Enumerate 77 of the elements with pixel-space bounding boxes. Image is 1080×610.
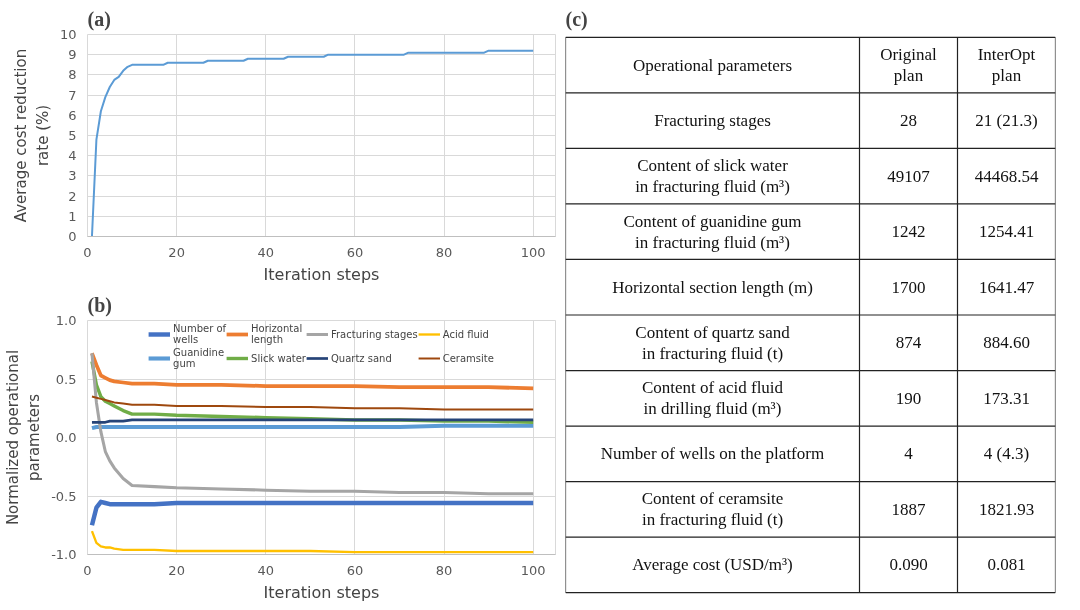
legend-label: Number of wells — [173, 322, 227, 346]
y-axis-title: Normalized operational parameters — [3, 349, 44, 526]
x-tick-label: 80 — [435, 562, 453, 578]
text: Original plan — [880, 45, 938, 86]
x-tick-label: 0 — [83, 562, 92, 578]
x-axis-title: Iteration steps — [263, 582, 380, 602]
y-tick-label: 10 — [59, 27, 77, 42]
text: 1242 — [891, 222, 926, 242]
x-axis-title: Iteration steps — [263, 264, 380, 284]
legend-label: Acid fluid — [442, 327, 489, 342]
legend-label: Guanidine gum — [173, 346, 225, 370]
text: Horizontal section length (m) — [612, 277, 813, 297]
line-series — [90, 395, 535, 411]
y-tick-label: 5 — [68, 128, 77, 143]
text: Content of acid fluid in drilling fluid (m³) — [641, 378, 784, 419]
y-axis-title: Average cost reduction rate (%) — [12, 48, 52, 223]
y-tick-label: -0.5 — [51, 488, 77, 504]
text: Content of slick water in fracturing fluid (m³) — [635, 156, 790, 197]
text: Content of guanidine gum in fracturing fluid (m³) — [623, 211, 802, 252]
chart-title: (a) — [87, 7, 111, 31]
text: 1641.47 — [978, 277, 1035, 297]
text: Content of quartz sand in fracturing fluid (t) — [635, 322, 791, 363]
text: Number of wells on the platform — [600, 444, 825, 464]
text: 4 — [904, 444, 914, 464]
legend-label: Slick water — [251, 351, 306, 366]
x-tick-label: 80 — [435, 244, 453, 260]
y-tick-label: 0 — [68, 229, 77, 244]
text: 874 — [895, 333, 922, 353]
text: Average cost (USD/m³) — [632, 555, 793, 575]
x-tick-label: 100 — [520, 562, 546, 578]
x-tick-label: 60 — [346, 562, 364, 578]
text: 884.60 — [983, 333, 1030, 353]
y-tick-label: 1 — [68, 208, 77, 224]
y-tick-label: 3 — [68, 168, 77, 184]
text: 49107 — [887, 166, 931, 186]
text: Operational parameters — [632, 55, 793, 75]
y-tick-label: 2 — [68, 188, 77, 204]
text: Content of ceramsite in fracturing fluid (t) — [641, 489, 784, 530]
y-tick-label: 9 — [68, 47, 77, 63]
y-tick-label: 1.0 — [55, 313, 77, 328]
y-tick-label: 6 — [68, 107, 77, 123]
y-tick-label: -1.0 — [51, 547, 77, 562]
x-tick-label: 20 — [168, 562, 185, 578]
x-tick-label: 40 — [257, 244, 275, 260]
text: 190 — [895, 388, 922, 408]
y-tick-label: 7 — [68, 87, 77, 103]
x-tick-label: 60 — [346, 244, 364, 260]
text: 4 (4.3) — [983, 444, 1030, 464]
line-series — [89, 499, 536, 528]
text: InterOpt plan — [977, 45, 1036, 86]
line-series — [90, 49, 535, 237]
legend-label: Horizontal length — [251, 322, 303, 346]
legend-label: Fracturing stages — [330, 327, 418, 342]
text: 1887 — [891, 499, 926, 519]
y-tick-label: 0.0 — [55, 430, 77, 445]
text: 21 (21.3) — [975, 111, 1038, 131]
line-series — [90, 529, 535, 554]
chart-title: (b) — [87, 293, 112, 317]
y-tick-label: 8 — [68, 67, 77, 83]
text: 173.31 — [983, 388, 1030, 408]
text: Fracturing stages — [654, 111, 771, 131]
text: 28 — [900, 111, 917, 131]
y-tick-label: 4 — [68, 148, 77, 164]
text: 1821.93 — [978, 499, 1035, 519]
legend-label: Ceramsite — [442, 351, 494, 366]
text: 1254.41 — [978, 222, 1035, 242]
x-tick-label: 0 — [83, 244, 92, 260]
y-tick-label: 0.5 — [55, 371, 77, 387]
x-tick-label: 20 — [168, 244, 185, 260]
text: 1700 — [891, 277, 926, 297]
text: 0.090 — [889, 555, 928, 575]
text: (c) — [565, 7, 588, 31]
legend-label: Quartz sand — [330, 351, 392, 366]
x-tick-label: 40 — [257, 562, 275, 578]
text: 0.081 — [987, 555, 1026, 575]
text: 44468.54 — [974, 166, 1039, 186]
x-tick-label: 100 — [520, 244, 546, 260]
